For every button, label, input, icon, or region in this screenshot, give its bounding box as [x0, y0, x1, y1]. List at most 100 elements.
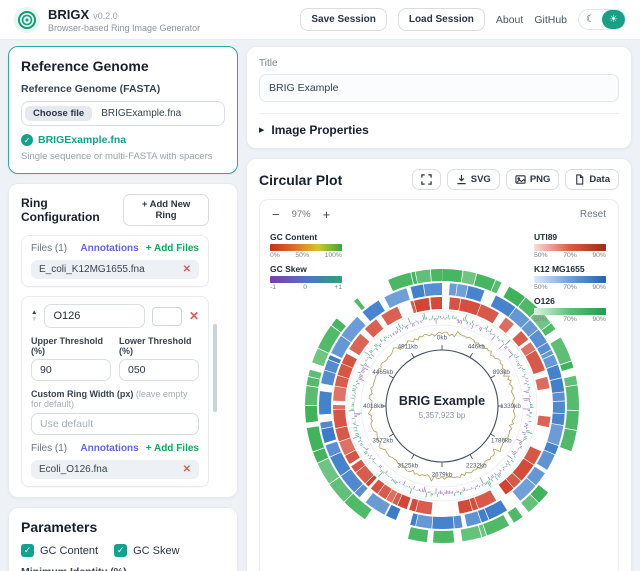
fullscreen-button[interactable] — [412, 169, 441, 190]
check-circle-icon: ✓ — [21, 134, 33, 146]
upper-threshold-label: Upper Threshold (%) — [31, 336, 111, 356]
annotations-link[interactable]: Annotations — [80, 443, 138, 454]
upper-threshold-input[interactable] — [31, 359, 111, 381]
download-icon — [456, 174, 467, 185]
svg-text:3572kb: 3572kb — [372, 437, 393, 444]
legend-tick-label: 50% — [295, 252, 309, 259]
ring-item: ▲ ▼ ✕ Upper Threshold (%) Lower T — [21, 296, 209, 487]
reference-file-input[interactable]: Choose file BRIGExample.fna — [21, 101, 225, 126]
circular-plot-title: Circular Plot — [259, 172, 342, 188]
annotations-link[interactable]: Annotations — [80, 243, 138, 254]
legend-label: GC Skew — [270, 264, 342, 274]
move-ring-down-icon[interactable]: ▼ — [31, 316, 37, 323]
svg-text:3125kb: 3125kb — [397, 462, 418, 469]
legend-tick-label: 70% — [563, 316, 577, 323]
legend-tick-label: -1 — [270, 284, 276, 291]
source-ring-item: Files (1) Annotations + Add Files E_coli… — [21, 235, 209, 287]
github-link[interactable]: GitHub — [534, 14, 567, 26]
checkbox-check-icon: ✓ — [114, 544, 127, 557]
ring-width-label: Custom Ring Width (px) (leave empty for … — [31, 389, 199, 409]
legend-label: K12 MG1655 — [534, 264, 606, 274]
add-files-link[interactable]: + Add Files — [146, 443, 199, 454]
reference-fasta-label: Reference Genome (FASTA) — [21, 83, 225, 95]
add-files-link[interactable]: + Add Files — [146, 243, 199, 254]
parameters-title: Parameters — [21, 519, 225, 535]
add-new-ring-button[interactable]: + Add New Ring — [123, 194, 209, 226]
app-version: v0.2.0 — [93, 11, 118, 21]
choose-file-button[interactable]: Choose file — [25, 106, 92, 121]
legend-tick-label: 50% — [534, 284, 548, 291]
zoom-in-button[interactable]: + — [323, 208, 331, 221]
ring-name-input[interactable] — [44, 304, 145, 328]
sun-icon: ☀ — [602, 10, 625, 29]
download-png-button[interactable]: PNG — [506, 169, 560, 190]
lower-threshold-input[interactable] — [119, 359, 199, 381]
delete-ring-icon[interactable]: ✕ — [189, 309, 199, 323]
reset-zoom-button[interactable]: Reset — [580, 209, 606, 220]
legend-gradient-bar — [270, 244, 342, 251]
scrollbar-thumb[interactable] — [213, 324, 217, 412]
svg-text:4911kb: 4911kb — [398, 344, 419, 351]
legend-label: GC Content — [270, 232, 342, 242]
download-data-button[interactable]: Data — [565, 169, 619, 190]
legend-gradient-bar — [270, 276, 342, 283]
about-link[interactable]: About — [496, 14, 523, 26]
plot-title-input[interactable] — [259, 74, 619, 102]
circular-plot-card: Circular Plot SVG — [246, 158, 632, 571]
reference-genome-title: Reference Genome — [21, 58, 225, 74]
file-chip: Ecoli_O126.fna ✕ — [31, 460, 199, 479]
svg-text:0kb: 0kb — [437, 335, 448, 342]
files-count-label: Files (1) — [31, 243, 67, 254]
svg-text:893kb: 893kb — [493, 369, 511, 376]
image-icon — [515, 174, 526, 185]
legend-tick-label: 70% — [563, 284, 577, 291]
zoom-level: 97% — [292, 209, 311, 220]
caret-right-icon: ▶ — [259, 126, 264, 134]
ring-width-input[interactable] — [31, 413, 199, 435]
app-subtitle: Browser-based Ring Image Generator — [48, 23, 200, 33]
load-session-button[interactable]: Load Session — [398, 8, 485, 31]
theme-toggle[interactable]: ☾ ☀ — [578, 9, 626, 30]
legend-gradient-bar — [534, 308, 606, 315]
image-properties-toggle[interactable]: ▶ Image Properties — [259, 113, 619, 137]
remove-file-icon[interactable]: ✕ — [183, 464, 191, 475]
moon-icon: ☾ — [579, 10, 602, 29]
legend-tick-label: 90% — [592, 284, 606, 291]
legend-gradient-bar — [534, 276, 606, 283]
svg-text:2232kb: 2232kb — [466, 462, 487, 469]
gc-legend: GC Content 0% 50% 100% GC Skew -1 — [270, 232, 342, 296]
image-properties-label: Image Properties — [271, 123, 368, 137]
file-icon — [574, 174, 585, 185]
file-chip-name: Ecoli_O126.fna — [39, 464, 107, 475]
ring-configuration-title: Ring Configuration — [21, 196, 123, 224]
legend-tick-label: 0% — [270, 252, 280, 259]
move-ring-up-icon[interactable]: ▲ — [31, 309, 37, 316]
app-header: BRIGX v0.2.0 Browser-based Ring Image Ge… — [0, 0, 640, 40]
gc-skew-checkbox-label: GC Skew — [133, 545, 179, 557]
lower-threshold-label: Lower Threshold (%) — [119, 336, 199, 356]
legend-tick-label: 100% — [325, 252, 342, 259]
svg-text:BRIG Example: BRIG Example — [399, 394, 485, 408]
app-logo-icon — [14, 7, 40, 33]
loaded-file-name: BRIGExample.fna — [38, 134, 126, 146]
legend-tick-label: 70% — [563, 252, 577, 259]
reference-genome-card: Reference Genome Reference Genome (FASTA… — [8, 46, 238, 174]
svg-text:2679kb: 2679kb — [432, 472, 453, 479]
ring-configuration-card: Ring Configuration + Add New Ring Files … — [8, 183, 238, 498]
save-session-button[interactable]: Save Session — [300, 8, 386, 31]
svg-text:4018kb: 4018kb — [363, 403, 384, 410]
remove-file-icon[interactable]: ✕ — [183, 264, 191, 275]
title-card: Title ▶ Image Properties — [246, 46, 632, 149]
download-svg-button[interactable]: SVG — [447, 169, 500, 190]
ring-color-picker[interactable] — [152, 307, 182, 326]
title-label: Title — [259, 58, 619, 69]
parameters-card: Parameters ✓ GC Content ✓ GC Skew Minimu… — [8, 507, 238, 571]
zoom-out-button[interactable]: − — [272, 208, 280, 221]
chosen-file-name: BRIGExample.fna — [95, 108, 181, 119]
min-identity-label: Minimum Identity (%) — [21, 566, 225, 571]
gc-skew-checkbox[interactable]: ✓ GC Skew — [114, 544, 179, 557]
svg-text:1786kb: 1786kb — [491, 437, 512, 444]
file-chip: E_coli_K12MG1655.fna ✕ — [31, 260, 199, 279]
svg-text:5,357,923 bp: 5,357,923 bp — [419, 411, 466, 420]
gc-content-checkbox[interactable]: ✓ GC Content — [21, 544, 98, 557]
